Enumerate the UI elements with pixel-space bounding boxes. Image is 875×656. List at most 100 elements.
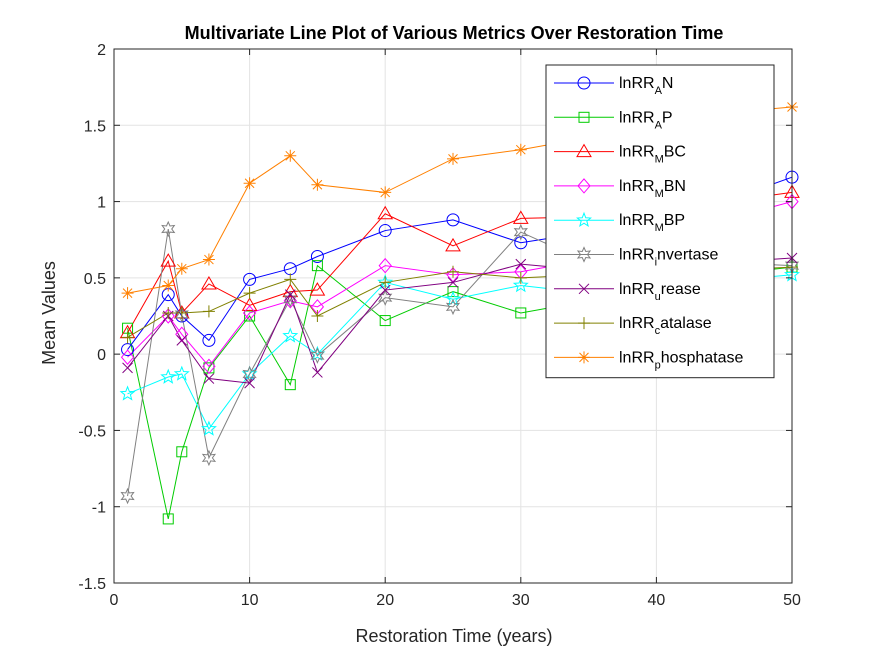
data-point-marker xyxy=(514,143,527,156)
data-point-marker xyxy=(378,224,392,238)
legend-label: lnRRMBC xyxy=(619,144,686,166)
data-point-marker xyxy=(284,289,296,300)
data-point-marker xyxy=(515,307,527,319)
data-point-marker xyxy=(379,276,392,289)
legend: lnRRANlnRRAPlnRRMBClnRRMBNlnRRMBPlnRRinv… xyxy=(545,64,775,379)
data-point-marker xyxy=(284,149,297,162)
legend-label-suffix: P xyxy=(662,109,673,126)
legend-label-base: lnRR xyxy=(619,349,655,366)
legend-marker xyxy=(576,246,592,263)
legend-marker xyxy=(578,317,590,330)
x-tick-label: 50 xyxy=(783,592,801,609)
legend-label-suffix: nvertase xyxy=(657,247,718,264)
x-tick-label: 30 xyxy=(512,592,530,609)
data-point-marker xyxy=(283,290,298,308)
x-tick-label: 10 xyxy=(241,592,259,609)
data-point-marker xyxy=(309,282,326,296)
data-point-marker xyxy=(161,308,175,324)
legend-label-subscript: A xyxy=(655,119,663,131)
data-point-marker xyxy=(447,152,459,165)
data-point-marker xyxy=(121,331,134,344)
y-tick-label: 1 xyxy=(97,195,106,212)
data-point-marker xyxy=(121,343,135,357)
legend-marker xyxy=(576,143,592,158)
legend-label-suffix: atalase xyxy=(660,315,712,332)
tick-labels: 0 10 20 30 40 50 -1.5 -1 -0.5 0 0.5 1 1.5 2 xyxy=(78,42,801,609)
x-tick-label: 20 xyxy=(376,592,394,609)
data-point-marker xyxy=(514,271,527,284)
legend-marker xyxy=(577,76,591,90)
y-tick-label: -1.5 xyxy=(78,576,106,593)
legend-label-subscript: p xyxy=(655,359,661,371)
y-tick-label: 0.5 xyxy=(84,271,106,288)
legend-label: lnRRMBP xyxy=(619,212,685,234)
data-point-marker xyxy=(119,385,136,401)
data-point-marker xyxy=(244,377,255,389)
legend-label-base: lnRR xyxy=(619,247,655,264)
data-point-marker xyxy=(161,220,176,238)
data-point-marker xyxy=(513,223,528,241)
data-point-marker xyxy=(378,289,393,306)
legend-label-suffix: N xyxy=(662,75,674,92)
data-point-marker xyxy=(311,178,324,191)
legend-label-suffix: BP xyxy=(664,212,685,229)
legend-marker xyxy=(578,351,590,364)
legend-label-base: lnRR xyxy=(619,178,655,195)
y-tick-label: -1 xyxy=(92,500,106,517)
y-axis-label: Mean Values xyxy=(39,261,59,365)
data-point-marker xyxy=(241,297,258,311)
data-point-marker xyxy=(202,253,215,266)
data-point-marker xyxy=(310,249,324,263)
data-point-marker xyxy=(175,262,188,275)
chart-title: Multivariate Line Plot of Various Metric… xyxy=(185,23,724,43)
legend-label-suffix: rease xyxy=(661,281,701,298)
data-point-marker xyxy=(446,213,460,227)
data-point-marker xyxy=(445,237,461,252)
legend-label-subscript: M xyxy=(655,154,664,166)
data-point-marker xyxy=(120,487,135,505)
legend-label: lnRRAN xyxy=(619,75,673,97)
legend-label: lnRRinvertase xyxy=(619,247,718,269)
legend-label-base: lnRR xyxy=(619,281,655,298)
data-point-marker xyxy=(284,379,296,391)
data-point-marker xyxy=(379,315,391,327)
legend-label: lnRRAP xyxy=(619,109,673,131)
data-point-marker xyxy=(176,335,188,346)
data-point-marker xyxy=(162,279,175,292)
legend-label-base: lnRR xyxy=(619,144,655,161)
legend-marker xyxy=(576,211,592,227)
data-point-marker xyxy=(243,177,256,190)
axes xyxy=(113,48,793,584)
legend-label-subscript: A xyxy=(655,85,663,97)
plot-area-border xyxy=(113,48,793,584)
data-point-marker xyxy=(447,286,459,298)
x-axis-label: Restoration Time (years) xyxy=(355,626,552,646)
data-point-marker xyxy=(311,310,324,322)
legend-label-suffix: BC xyxy=(664,144,686,161)
x-tick-label: 40 xyxy=(648,592,666,609)
data-point-marker xyxy=(243,272,257,286)
data-point-marker xyxy=(445,290,461,307)
data-point-marker xyxy=(202,305,215,318)
data-point-marker xyxy=(445,298,461,316)
data-point-marker xyxy=(162,513,174,525)
data-point-marker xyxy=(310,347,325,364)
legend-label-subscript: i xyxy=(655,257,657,269)
data-point-marker xyxy=(379,284,391,296)
data-point-marker xyxy=(175,306,188,319)
data-point-marker xyxy=(176,446,188,458)
data-point-marker xyxy=(201,275,217,290)
data-point-marker xyxy=(122,362,133,374)
data-point-marker xyxy=(201,449,217,467)
y-tick-label: 2 xyxy=(97,42,106,59)
legend-label-base: lnRR xyxy=(619,75,655,92)
data-point-marker xyxy=(203,373,215,384)
data-point-marker xyxy=(121,287,134,300)
legend-label-subscript: c xyxy=(655,325,661,337)
data-point-marker xyxy=(200,420,217,436)
legend-label-subscript: M xyxy=(655,188,664,200)
data-point-marker xyxy=(447,265,459,278)
data-point-marker xyxy=(244,310,256,322)
data-point-marker xyxy=(160,253,177,267)
